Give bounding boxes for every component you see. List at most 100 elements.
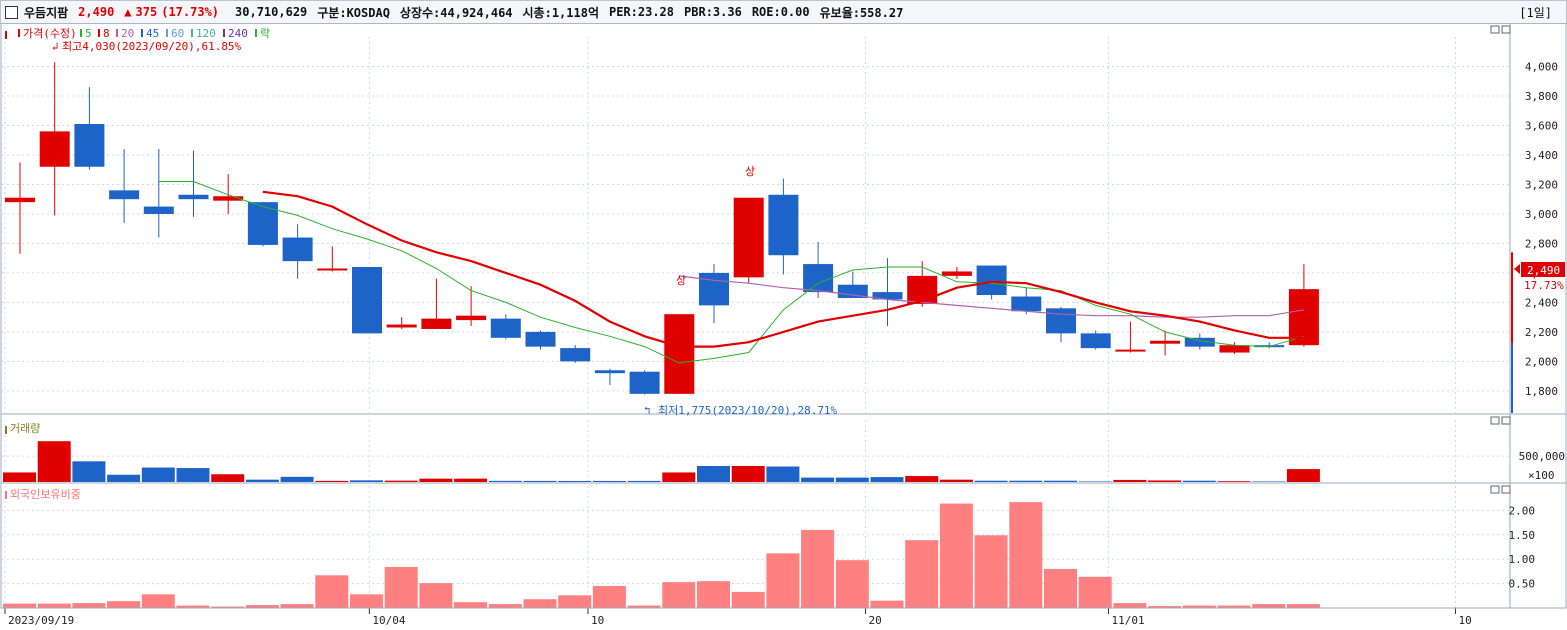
candle-body [74, 123, 105, 167]
volume-bars [3, 441, 1320, 482]
foreign-ratio-bar [3, 603, 36, 608]
volume-bar [627, 480, 661, 482]
volume-bar [1286, 469, 1320, 482]
legend-swatch [141, 29, 143, 37]
foreign-ratio-bar [1044, 568, 1077, 608]
volume-bar [697, 465, 730, 482]
legend-label: 가격(수정) [23, 27, 77, 40]
period-selector[interactable]: [1일] [1519, 6, 1552, 20]
volume-bar [835, 477, 869, 482]
volume-bar [662, 472, 696, 482]
volume-bar [1044, 480, 1077, 482]
volume-bar [72, 461, 106, 482]
panel-maximize-icon-0 [1501, 25, 1511, 34]
volume-bar [731, 465, 765, 482]
legend-swatch [255, 29, 257, 37]
foreign-tick-label: 1.00 [1509, 553, 1536, 566]
foreign-ratio-bar [280, 604, 314, 608]
limit-up-marker-1: 상 [676, 274, 686, 287]
x-tick-label: 10 [591, 614, 604, 627]
legend-label: 락 [260, 27, 270, 40]
volume-bar [488, 480, 522, 482]
volume-bar [419, 478, 453, 482]
volume-bar [801, 477, 835, 482]
panel-frames [0, 23, 1567, 609]
price-tick-label: 4,000 [1525, 60, 1558, 73]
volume-bar [1252, 481, 1286, 482]
candle-body [872, 292, 903, 300]
panel-minimize-icon-1 [1490, 416, 1500, 425]
foreign-ratio-bar [627, 605, 661, 608]
legend-swatch [18, 29, 20, 37]
candle-body [941, 271, 972, 276]
foreign-ratio-bar [697, 581, 730, 608]
legend-swatch [80, 29, 82, 37]
volume-bar [1148, 480, 1182, 482]
candle-body [837, 284, 868, 298]
high-price-note: 최고4,030(2023/09/20),61.85% [62, 40, 242, 53]
volume-bar [107, 474, 141, 482]
legend-label: 240 [228, 27, 248, 40]
legend-swatch [223, 29, 225, 37]
volume-bar [905, 476, 939, 482]
roe-value: ROE:0.00 [751, 5, 810, 19]
legend-swatch [166, 29, 168, 37]
legend-swatch [191, 29, 193, 37]
candle-body [178, 194, 209, 200]
stock-name[interactable]: 우듬지팜 [24, 5, 69, 20]
ma8-line [262, 190, 1304, 348]
candle-body [352, 267, 382, 334]
foreign-ratio-bar [558, 595, 592, 608]
legend-label: 120 [196, 27, 216, 40]
market-cap: 시총:1,118억 [522, 5, 599, 20]
volume-bar [454, 478, 488, 482]
foreign-ratio-bar [454, 602, 488, 608]
candle-body [282, 237, 313, 262]
legend-label: 8 [103, 27, 110, 40]
legend-label: 45 [146, 27, 159, 40]
stock-header-bar: 우듬지팜 2,490 ▲ 375 (17.73%) 30,710,629 구분:… [0, 0, 1567, 24]
current-price-tag-bg [1521, 262, 1565, 277]
panel-maximize-icon-2 [1501, 485, 1511, 494]
candle-body [143, 206, 174, 214]
foreign-ratio-bar [974, 535, 1008, 608]
price-tick-label: 3,400 [1525, 149, 1558, 162]
candle-body [803, 264, 834, 293]
stock-chart[interactable]: 1,8002,0002,2002,4002,6002,8003,0003,200… [0, 23, 1567, 630]
candle-body [456, 315, 487, 321]
candle-body [490, 318, 521, 338]
price-tick-label: 2,200 [1525, 326, 1558, 339]
volume-bar [1182, 480, 1216, 482]
volume-bar [315, 480, 349, 482]
candle-body [1184, 337, 1215, 347]
foreign-panel-title: 외국인보유비중 [10, 488, 81, 501]
volume-bar [3, 472, 36, 482]
low-note-arrow-icon: ↰ [644, 404, 651, 417]
x-tick-label: 11/01 [1111, 614, 1144, 627]
candle-body [421, 318, 452, 329]
candle-body [317, 268, 348, 271]
candle-body [1150, 340, 1181, 344]
price-tick-label: 3,800 [1525, 90, 1558, 103]
legend-swatch [98, 29, 100, 37]
foreign-ratio-bar [1217, 605, 1251, 608]
volume-unit-label: ×100 [1528, 469, 1555, 482]
candle-body [1288, 289, 1319, 346]
foreign-ratio-bar [939, 503, 973, 608]
legend-label: 60 [171, 27, 184, 40]
foreign-ratio-bar [384, 567, 418, 608]
moving-average-lines [158, 181, 1305, 364]
select-checkbox[interactable] [5, 5, 18, 19]
candle-body [1011, 296, 1042, 312]
foreign-ratio-bar [419, 583, 453, 608]
panel-minimize-icon-2 [1490, 485, 1500, 494]
retention-ratio: 유보율:558.27 [819, 5, 904, 20]
foreign-tick-label: 2.00 [1509, 504, 1536, 517]
candle-body [247, 202, 278, 245]
price-change-pct: (17.73%) [161, 5, 220, 19]
candle-body [386, 324, 417, 328]
volume-bar [558, 480, 592, 482]
foreign-ratio-bar [1286, 604, 1320, 608]
foreign-ratio-bar [870, 600, 904, 608]
